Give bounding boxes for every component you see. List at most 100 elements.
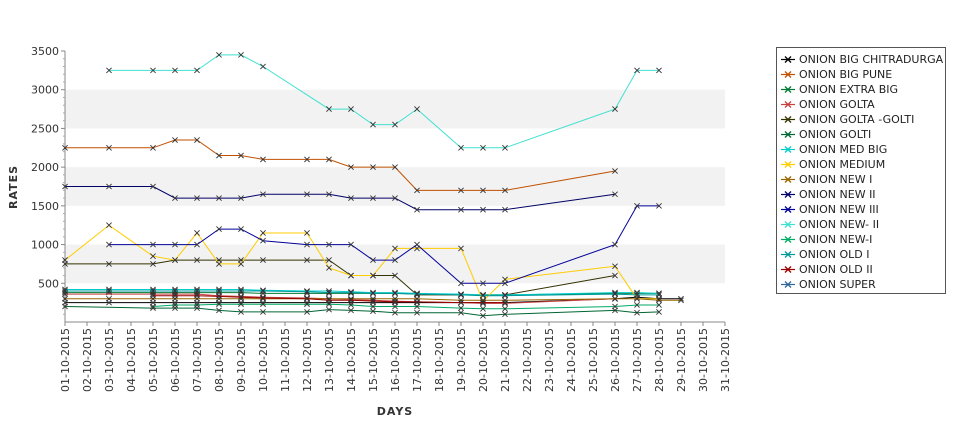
series-line bbox=[152, 303, 659, 310]
data-point bbox=[238, 152, 244, 159]
data-point bbox=[480, 305, 486, 312]
data-point bbox=[370, 298, 376, 305]
data-point bbox=[238, 261, 244, 267]
x-tick-label: 17-10-2015 bbox=[411, 328, 424, 392]
data-point bbox=[106, 288, 112, 294]
y-tick-label: 500 bbox=[38, 277, 59, 290]
data-point bbox=[172, 195, 178, 202]
y-tick-label: 1500 bbox=[31, 200, 59, 213]
data-point bbox=[194, 302, 200, 308]
data-point bbox=[194, 137, 200, 143]
data-point bbox=[458, 291, 464, 298]
legend: ONION BIG CHITRADURGA ONION BIG PUNE ONION… bbox=[776, 47, 946, 294]
legend-item: ONION GOLTA bbox=[777, 97, 945, 112]
x-tick-label: 27-10-2015 bbox=[631, 328, 644, 392]
data-point bbox=[106, 144, 112, 151]
x-axis-title: DAYS bbox=[377, 405, 413, 418]
data-point bbox=[238, 294, 244, 301]
data-point bbox=[304, 295, 310, 301]
data-point bbox=[656, 302, 662, 308]
data-point bbox=[480, 206, 486, 213]
legend-item: ONION NEW-I bbox=[777, 232, 945, 247]
y-tick-label: 3000 bbox=[31, 84, 59, 97]
x-tick-label: 05-10-2015 bbox=[147, 328, 160, 392]
data-point bbox=[392, 245, 398, 252]
data-point bbox=[150, 67, 156, 74]
x-tick-label: 20-10-2015 bbox=[477, 328, 490, 392]
data-point bbox=[348, 288, 354, 295]
y-tick-label: 2500 bbox=[31, 122, 59, 135]
data-point bbox=[348, 297, 354, 304]
series-onion-golti bbox=[62, 303, 662, 319]
data-point bbox=[62, 183, 68, 190]
legend-item: ONION NEW- II bbox=[777, 217, 945, 232]
data-point bbox=[612, 106, 618, 112]
data-point bbox=[238, 301, 244, 308]
data-point bbox=[392, 298, 398, 305]
legend-item: ONION NEW I bbox=[777, 172, 945, 187]
y-tick-label: 3500 bbox=[31, 45, 59, 58]
grid-band bbox=[65, 89, 725, 129]
data-point bbox=[216, 293, 222, 300]
legend-swatch bbox=[781, 86, 795, 93]
legend-item: ONION EXTRA BIG bbox=[777, 82, 945, 97]
data-point bbox=[304, 301, 310, 308]
data-point bbox=[106, 222, 112, 229]
data-point bbox=[326, 106, 332, 112]
data-point bbox=[370, 257, 376, 263]
legend-swatch bbox=[781, 131, 795, 138]
data-point bbox=[304, 309, 310, 315]
data-point bbox=[326, 156, 332, 163]
data-point bbox=[172, 67, 178, 74]
legend-item: ONION SUPER bbox=[777, 277, 945, 292]
data-point bbox=[634, 309, 640, 316]
data-point bbox=[348, 164, 354, 171]
x-tick-label: 03-10-2015 bbox=[103, 328, 116, 392]
legend-label: ONION GOLTI bbox=[799, 128, 872, 141]
data-point bbox=[414, 303, 420, 310]
x-tick-label: 14-10-2015 bbox=[345, 328, 358, 392]
data-point bbox=[458, 245, 464, 252]
legend-item: ONION MEDIUM bbox=[777, 157, 945, 172]
data-point bbox=[106, 295, 112, 302]
data-point bbox=[656, 309, 662, 315]
legend-label: ONION BIG CHITRADURGA bbox=[799, 53, 944, 66]
data-point bbox=[612, 263, 618, 270]
data-point bbox=[326, 297, 332, 304]
x-tick-label: 18-10-2015 bbox=[433, 328, 446, 392]
data-point bbox=[260, 288, 266, 294]
data-point bbox=[502, 299, 508, 306]
data-point bbox=[392, 257, 398, 263]
legend-item: ONION NEW II bbox=[777, 187, 945, 202]
data-point bbox=[216, 195, 222, 202]
legend-swatch bbox=[781, 221, 795, 228]
legend-item: ONION BIG CHITRADURGA bbox=[777, 52, 945, 67]
legend-label: ONION MEDIUM bbox=[799, 158, 886, 171]
data-point bbox=[392, 309, 398, 316]
legend-swatch bbox=[781, 191, 795, 198]
data-point bbox=[414, 291, 420, 298]
data-point bbox=[106, 261, 112, 267]
grid-band bbox=[65, 167, 725, 206]
data-point bbox=[260, 156, 266, 163]
data-point bbox=[150, 253, 156, 260]
x-tick-label: 13-10-2015 bbox=[323, 328, 336, 392]
x-tick-label: 26-10-2015 bbox=[609, 328, 622, 392]
data-point bbox=[172, 241, 178, 248]
grid-band bbox=[65, 244, 725, 284]
data-point bbox=[414, 206, 420, 213]
x-tick-label: 06-10-2015 bbox=[169, 328, 182, 392]
data-point bbox=[260, 63, 266, 70]
x-tick-label: 04-10-2015 bbox=[125, 328, 138, 392]
data-point bbox=[348, 106, 354, 112]
data-point bbox=[480, 297, 486, 304]
data-point bbox=[348, 302, 354, 308]
data-point bbox=[238, 293, 244, 300]
series-onion-new-ii bbox=[62, 183, 618, 213]
data-point bbox=[326, 241, 332, 248]
series-onion-old-i bbox=[62, 288, 662, 299]
data-point bbox=[480, 299, 486, 306]
data-point bbox=[150, 241, 156, 248]
x-tick-label: 12-10-2015 bbox=[301, 328, 314, 392]
